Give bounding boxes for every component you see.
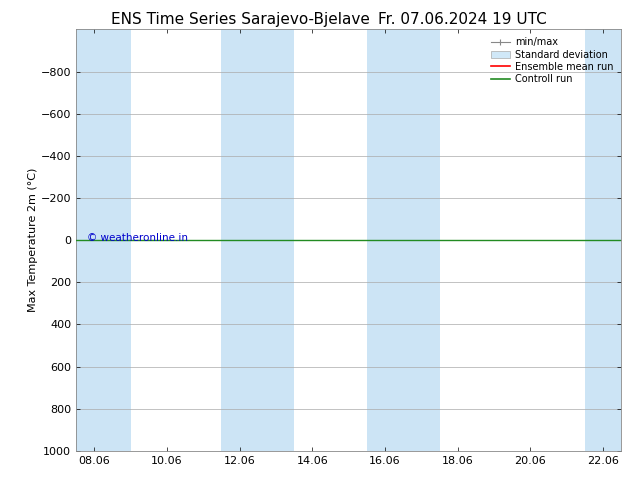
Bar [76,29,131,451]
Legend: min/max, Standard deviation, Ensemble mean run, Controll run: min/max, Standard deviation, Ensemble me… [488,34,616,87]
Text: ENS Time Series Sarajevo-Bjelave: ENS Time Series Sarajevo-Bjelave [112,12,370,27]
Text: © weatheronline.in: © weatheronline.in [87,233,188,243]
Bar [221,29,294,451]
Text: Fr. 07.06.2024 19 UTC: Fr. 07.06.2024 19 UTC [378,12,547,27]
Y-axis label: Max Temperature 2m (°C): Max Temperature 2m (°C) [28,168,38,312]
Bar [367,29,439,451]
Bar [585,29,621,451]
